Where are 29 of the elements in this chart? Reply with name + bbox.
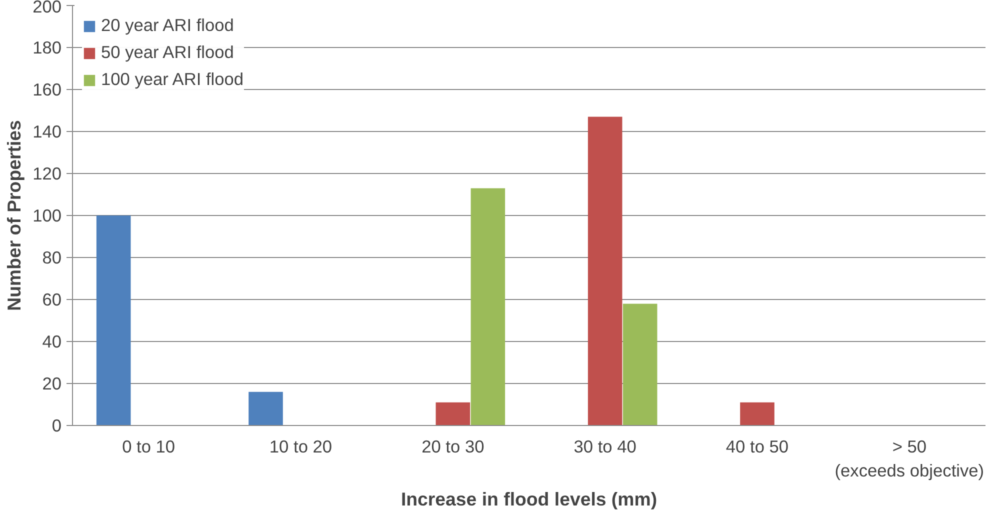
- bar: [622, 304, 658, 426]
- legend-label: 50 year ARI flood: [101, 42, 234, 63]
- x-tick-label: 0 to 10: [122, 436, 176, 456]
- y-tick-label: 160: [32, 80, 62, 100]
- y-tick-label: 60: [42, 290, 62, 310]
- bar: [470, 188, 506, 426]
- y-axis-title: Number of Properties: [4, 120, 25, 311]
- legend-label: 20 year ARI flood: [101, 15, 234, 36]
- y-tick-label: 180: [32, 38, 62, 58]
- legend-label: 100 year ARI flood: [101, 69, 244, 90]
- x-tick-label: 20 to 30: [422, 436, 484, 456]
- bar: [436, 402, 470, 426]
- y-tick-label: 80: [42, 248, 62, 268]
- y-tick-label: 100: [32, 206, 62, 226]
- y-tick-label: 200: [32, 0, 62, 16]
- x-tick-label: > 50 (exceeds objective): [834, 436, 984, 480]
- y-tick-label: 20: [42, 374, 62, 394]
- y-tick-label: 0: [52, 416, 62, 436]
- x-tick-label: 30 to 40: [574, 436, 636, 456]
- bar: [588, 116, 622, 426]
- y-tick-label: 40: [42, 332, 62, 352]
- x-tick-label: 40 to 50: [726, 436, 789, 456]
- bar: [96, 216, 131, 426]
- bar: [248, 392, 283, 426]
- x-axis-title: Increase in flood levels (mm): [400, 488, 658, 510]
- y-tick-label: 120: [32, 164, 62, 184]
- bar: [740, 402, 774, 426]
- x-tick-label: 10 to 20: [269, 436, 332, 456]
- y-tick-label: 140: [32, 122, 62, 142]
